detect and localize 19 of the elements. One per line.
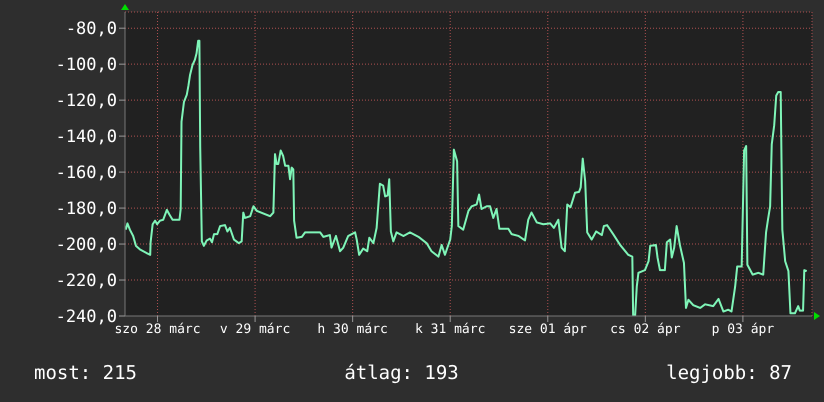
x-tick-label: v 29 márc — [220, 322, 290, 338]
x-tick-label: sze 01 ápr — [508, 322, 588, 338]
x-tick-label: cs 02 ápr — [610, 322, 681, 338]
y-tick-label: -100,0 — [56, 55, 117, 76]
x-tick-label: szo 28 márc — [114, 322, 201, 338]
text: átlag: 193 — [344, 362, 459, 384]
y-tick-label: -180,0 — [56, 199, 117, 220]
text: most: 215 — [34, 362, 137, 384]
x-tick-label: k 31 márc — [414, 322, 486, 338]
y-tick-label: -160,0 — [56, 163, 117, 184]
y-tick-label: -120,0 — [56, 91, 117, 112]
y-tick-label: -80,0 — [66, 19, 117, 40]
text: legjobb: 87 — [666, 362, 792, 384]
x-tick-label: h 30 márc — [317, 322, 388, 338]
y-tick-label: -200,0 — [56, 235, 117, 256]
y-tick-label: -220,0 — [56, 271, 117, 292]
y-tick-label: -140,0 — [56, 127, 117, 148]
x-tick-label: p 03 ápr — [712, 322, 774, 338]
y-tick-label: -240,0 — [56, 307, 117, 328]
